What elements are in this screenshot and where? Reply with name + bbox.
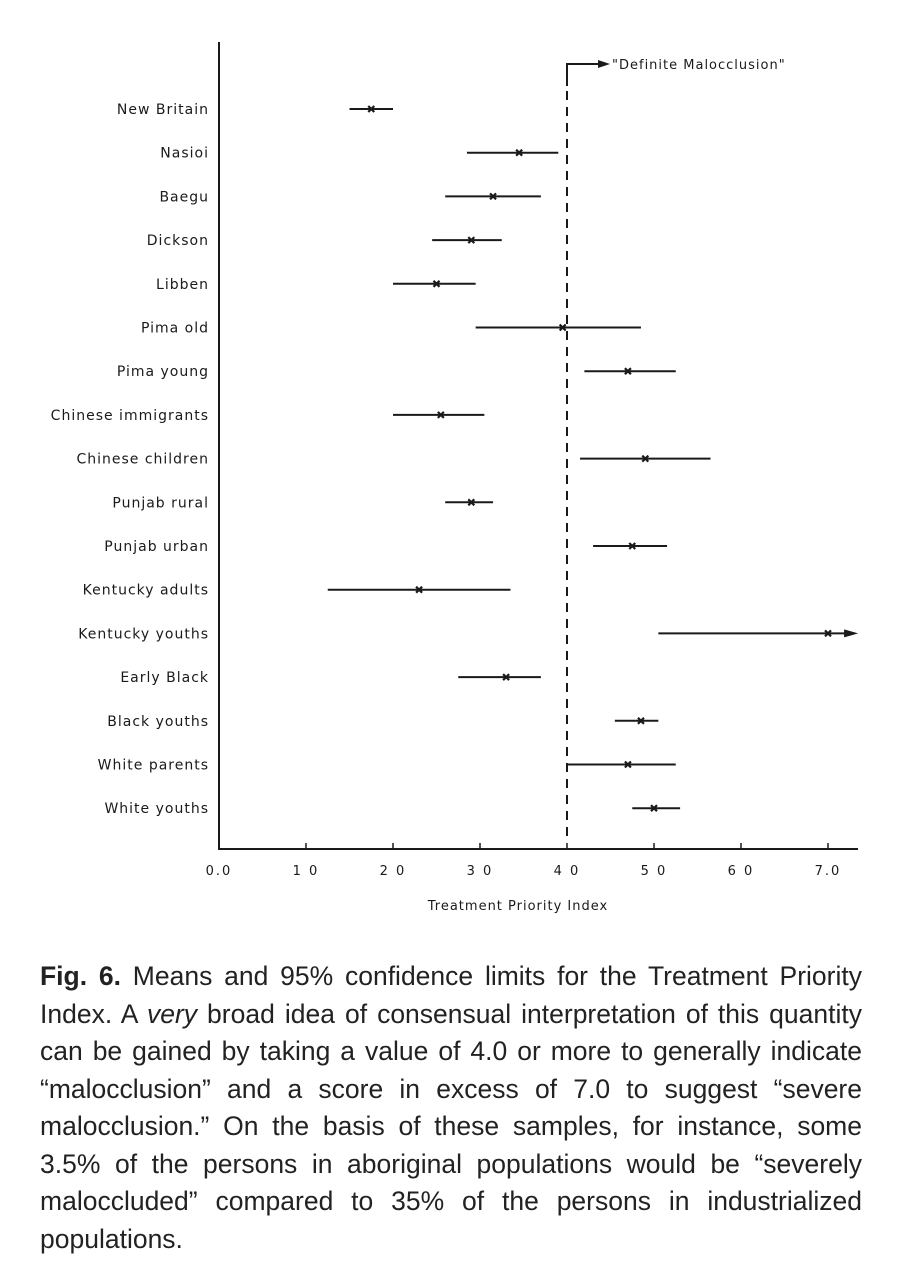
ci-arrowhead [844, 629, 859, 638]
category-label: Nasioi [160, 146, 209, 162]
caption-text-italic: very [146, 998, 198, 1029]
mean-marker [415, 585, 423, 594]
mean-marker [641, 454, 650, 463]
caption-text-1: Means and 95% confidence limits for the … [40, 961, 862, 1029]
mean-marker [467, 236, 476, 244]
mean-marker [437, 411, 445, 419]
mean-marker [515, 148, 523, 157]
mean-marker [824, 629, 832, 638]
mean-marker [432, 280, 441, 288]
mean-marker [624, 760, 632, 769]
mean-marker [650, 804, 658, 812]
mean-marker [558, 323, 567, 332]
category-label: Kentucky adults [83, 583, 209, 599]
x-tick-label: 0.0 [206, 864, 233, 879]
category-label: Baegu [159, 189, 209, 205]
category-label: White youths [104, 801, 209, 817]
category-label: Chinese immigrants [51, 408, 209, 424]
x-tick-label: 1 0 [293, 864, 320, 879]
mean-marker [628, 542, 637, 550]
x-tick-label: 7.0 [815, 864, 842, 879]
category-label: Punjab urban [104, 539, 209, 555]
category-label: Pima old [141, 321, 209, 337]
reference-connector [566, 63, 598, 86]
mean-marker [489, 192, 497, 201]
mean-marker [467, 498, 476, 507]
category-label: Black youths [107, 714, 209, 730]
mean-marker [367, 105, 376, 113]
treatment-priority-chart: 0.0 1 0 2 0 3 0 4 0 5 0 6 0 7.0 "Definite Maloc… [51, 42, 859, 914]
mean-marker [624, 367, 632, 375]
category-label: Chinese children [76, 452, 209, 468]
caption-text-2: broad idea of consensual interpretation … [40, 998, 862, 1254]
caption-fig-label: Fig. 6. [40, 961, 121, 991]
x-axis-title: Treatment Priority Index [427, 899, 608, 914]
x-tick-label: 2 0 [380, 864, 407, 879]
reference-arrowhead [598, 60, 610, 68]
category-label: White parents [98, 758, 209, 774]
category-label: Pima young [117, 364, 209, 380]
x-tick-label: 6 0 [728, 864, 755, 879]
figure-caption: Fig. 6. Means and 95% confidence limits … [40, 958, 862, 1258]
x-tick-label: 3 0 [467, 864, 494, 879]
category-label: Kentucky youths [78, 626, 209, 642]
category-label: Early Black [120, 670, 209, 686]
x-tick-label: 4 0 [554, 864, 581, 879]
mean-marker [637, 717, 645, 725]
category-label: Punjab rural [112, 495, 209, 511]
mean-marker [502, 673, 510, 681]
category-label: Libben [156, 277, 209, 293]
category-label: New Britain [117, 102, 209, 118]
x-tick-label: 5 0 [641, 864, 668, 879]
category-label: Dickson [147, 233, 209, 249]
reference-line-label: "Definite Malocclusion" [612, 58, 786, 73]
